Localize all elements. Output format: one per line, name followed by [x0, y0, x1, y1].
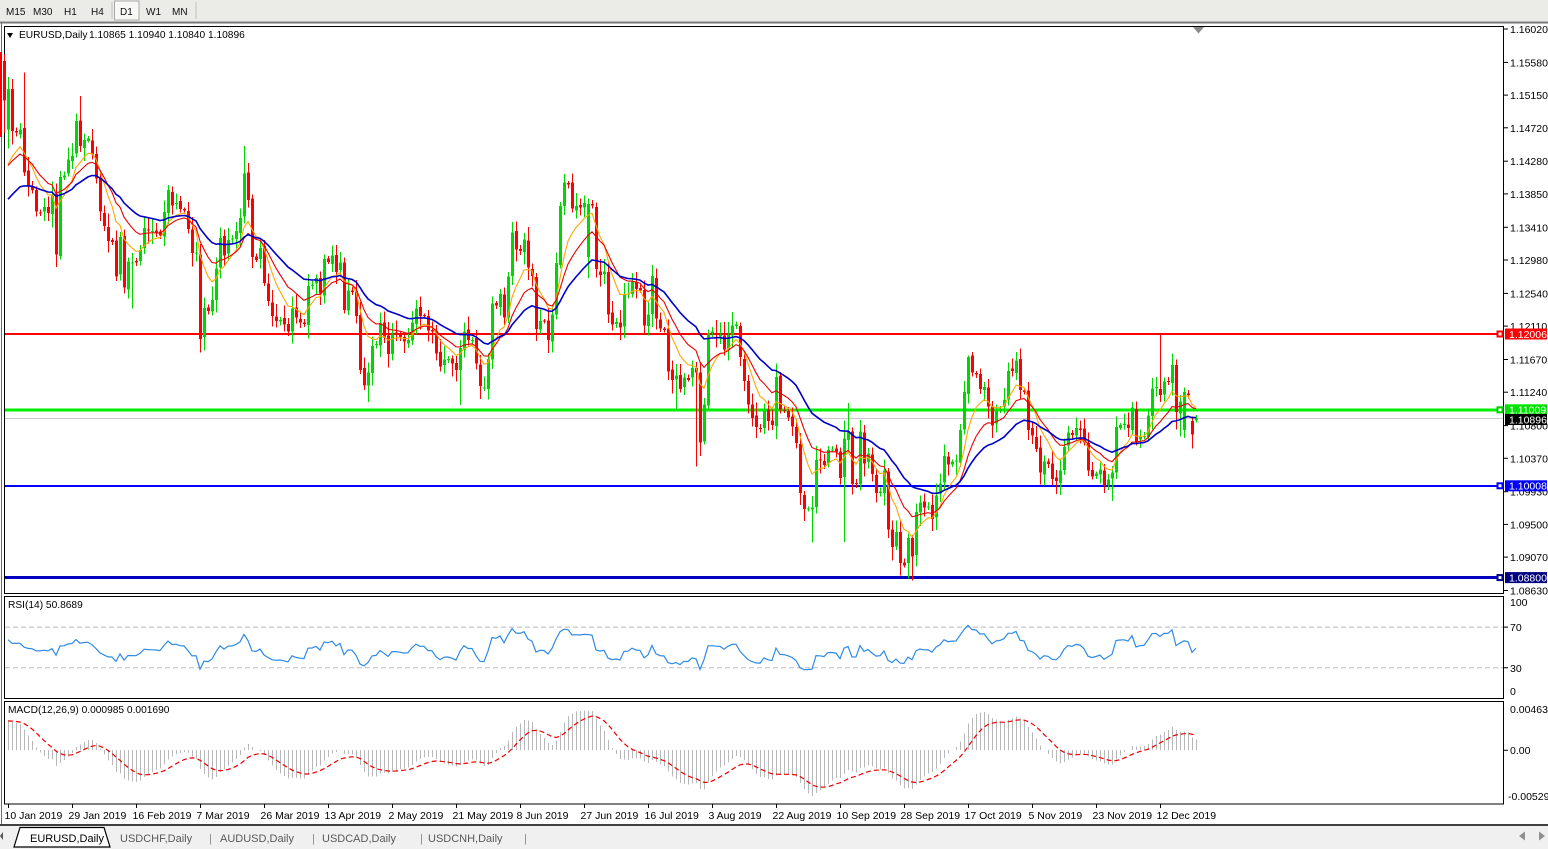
svg-text:16 Jul 2019: 16 Jul 2019	[645, 810, 699, 822]
svg-text:70: 70	[1510, 622, 1522, 634]
svg-text:EURUSD,Daily: EURUSD,Daily	[30, 833, 104, 845]
svg-text:|: |	[209, 833, 212, 845]
svg-text:D1: D1	[120, 7, 133, 18]
svg-text:H4: H4	[91, 7, 104, 18]
svg-text:16 Feb 2019: 16 Feb 2019	[133, 810, 192, 822]
svg-text:1.10896: 1.10896	[1509, 414, 1547, 426]
svg-text:5 Nov 2019: 5 Nov 2019	[1029, 810, 1083, 822]
svg-text:13 Apr 2019: 13 Apr 2019	[325, 810, 382, 822]
svg-text:1.10370: 1.10370	[1510, 453, 1548, 465]
svg-text:RSI(14) 50.8689: RSI(14) 50.8689	[8, 600, 83, 611]
svg-text:1.09070: 1.09070	[1510, 552, 1548, 564]
svg-text:29 Jan 2019: 29 Jan 2019	[69, 810, 127, 822]
svg-text:AUDUSD,Daily: AUDUSD,Daily	[220, 833, 294, 845]
svg-text:-0.005299: -0.005299	[1508, 791, 1548, 803]
svg-text:1.09500: 1.09500	[1510, 519, 1548, 531]
svg-text:1.12980: 1.12980	[1510, 255, 1548, 267]
svg-text:1.13850: 1.13850	[1510, 189, 1548, 201]
svg-text:EURUSD,Daily: EURUSD,Daily	[19, 30, 88, 41]
svg-text:1.10865 1.10940 1.10840 1.1089: 1.10865 1.10940 1.10840 1.10896	[89, 30, 245, 41]
svg-text:1.14280: 1.14280	[1510, 156, 1548, 168]
svg-text:M30: M30	[33, 7, 53, 18]
svg-text:M15: M15	[6, 7, 26, 18]
svg-text:1.11240: 1.11240	[1510, 387, 1547, 399]
svg-text:|: |	[524, 833, 527, 845]
svg-text:1.14720: 1.14720	[1510, 123, 1548, 135]
svg-text:1.12540: 1.12540	[1510, 288, 1548, 300]
svg-text:21 May 2019: 21 May 2019	[453, 810, 514, 822]
svg-text:8 Jun 2019: 8 Jun 2019	[517, 810, 569, 822]
svg-text:1.08800: 1.08800	[1509, 572, 1547, 584]
svg-text:|: |	[420, 833, 423, 845]
svg-text:12 Dec 2019: 12 Dec 2019	[1157, 810, 1217, 822]
svg-text:USDCNH,Daily: USDCNH,Daily	[428, 833, 503, 845]
svg-text:17 Oct 2019: 17 Oct 2019	[965, 810, 1022, 822]
svg-text:0.00463: 0.00463	[1510, 704, 1548, 716]
svg-text:1.15580: 1.15580	[1510, 57, 1548, 69]
svg-text:26 Mar 2019: 26 Mar 2019	[261, 810, 320, 822]
svg-text:10 Jan 2019: 10 Jan 2019	[5, 810, 63, 822]
svg-text:3 Aug 2019: 3 Aug 2019	[709, 810, 762, 822]
svg-text:1.08630: 1.08630	[1510, 586, 1548, 598]
svg-text:1.13410: 1.13410	[1510, 222, 1548, 234]
svg-text:1.11670: 1.11670	[1510, 355, 1547, 367]
svg-text:H1: H1	[64, 7, 77, 18]
svg-text:30: 30	[1510, 663, 1522, 675]
svg-text:7 Mar 2019: 7 Mar 2019	[197, 810, 250, 822]
svg-text:1.12006: 1.12006	[1509, 329, 1547, 341]
svg-text:22 Aug 2019: 22 Aug 2019	[773, 810, 832, 822]
svg-text:MN: MN	[172, 7, 188, 18]
svg-text:1.11009: 1.11009	[1509, 405, 1546, 417]
svg-text:W1: W1	[146, 7, 161, 18]
svg-text:100: 100	[1510, 597, 1528, 609]
svg-text:MACD(12,26,9) 0.000985 0.00169: MACD(12,26,9) 0.000985 0.001690	[8, 705, 170, 716]
svg-text:1.15150: 1.15150	[1510, 90, 1548, 102]
svg-text:2 May 2019: 2 May 2019	[389, 810, 444, 822]
svg-text:USDCHF,Daily: USDCHF,Daily	[120, 833, 193, 845]
svg-text:1.10008: 1.10008	[1509, 481, 1547, 493]
svg-text:|: |	[312, 833, 315, 845]
svg-text:USDCAD,Daily: USDCAD,Daily	[322, 833, 396, 845]
svg-text:0.00: 0.00	[1510, 745, 1531, 757]
svg-text:28 Sep 2019: 28 Sep 2019	[901, 810, 961, 822]
svg-text:27 Jun 2019: 27 Jun 2019	[581, 810, 639, 822]
svg-text:0: 0	[1510, 686, 1516, 698]
svg-text:10 Sep 2019: 10 Sep 2019	[837, 810, 897, 822]
svg-text:23 Nov 2019: 23 Nov 2019	[1093, 810, 1153, 822]
svg-text:1.16020: 1.16020	[1510, 24, 1548, 36]
